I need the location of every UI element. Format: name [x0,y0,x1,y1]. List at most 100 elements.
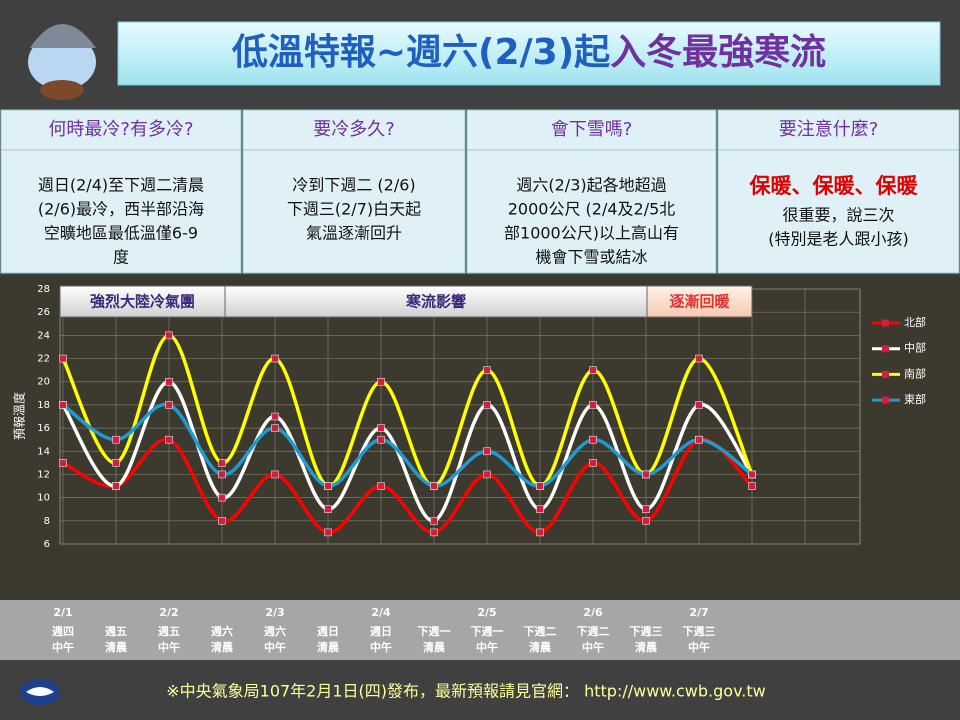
y-tick-label: 18 [37,400,50,411]
x-tick-label: 清晨 [211,640,234,654]
x-tick-label: 下週三 [630,624,663,638]
legend-label: 北部 [904,315,926,329]
point-marker [536,482,544,490]
panel-text: 度 [113,248,129,267]
logo [20,679,60,705]
y-tick-label: 8 [44,516,50,527]
y-tick-label: 12 [37,469,50,480]
panel-highlight: 保暖、保暖、保暖 [749,174,919,198]
point-marker [112,435,120,444]
x-tick-label: 2/7 [689,606,708,619]
panel-text: 2000公尺 (2/4及2/5北 [508,200,676,219]
x-tick-label: 2/1 [53,606,72,619]
x-tick-label: 2/5 [477,606,496,619]
point-marker [642,470,650,479]
point-marker [59,401,67,409]
x-tick-label: 下週一 [418,624,451,638]
point-marker [377,377,385,386]
y-tick-label: 20 [37,377,50,388]
panel-text: 很重要，說三次 [782,206,894,225]
point-marker [483,470,491,479]
x-tick-label: 中午 [688,640,710,654]
point-marker [59,459,67,467]
y-tick-label: 28 [37,284,50,295]
point-marker [165,377,173,386]
point-marker [165,331,173,340]
point-marker [112,482,120,490]
x-tick-label: 週日 [370,624,392,638]
point-marker [483,447,491,456]
panel-text: 下週三(2/7)白天起 [287,200,421,219]
chart-area [0,275,960,600]
x-tick-label: 週六 [264,624,286,638]
x-tick-label: 週五 [105,624,127,638]
point-marker [165,401,173,409]
series-line [61,333,754,488]
panel-heading: 會下雪嗎? [551,119,633,140]
phase-label: 寒流影響 [406,293,466,311]
point-marker [324,505,332,513]
x-tick-label: 週日 [317,624,339,638]
x-tick-label: 中午 [264,640,286,654]
y-tick-label: 26 [37,307,50,318]
panel-text: (2/6)最冷，西半部沿海 [38,200,204,219]
x-tick-label: 週四 [52,624,74,638]
point-marker [271,412,279,421]
point-marker [589,401,597,409]
x-tick-label: 週六 [211,624,233,638]
x-label-strip [0,600,960,660]
panel [0,109,242,274]
legend-label: 南部 [904,366,926,380]
point-marker [642,505,650,513]
series-line [61,402,754,488]
x-tick-label: 清晨 [317,640,340,654]
point-marker [695,435,703,444]
panel-text: 週六(2/3)起各地超過 [516,176,666,195]
legend-label: 東部 [904,392,926,406]
point-marker [324,482,332,490]
y-tick-label: 6 [44,539,50,550]
point-marker [642,517,650,525]
panel [242,109,466,274]
phase-label: 逐漸回暖 [669,293,730,311]
point-marker [536,528,544,537]
point-marker [483,366,491,374]
x-tick-label: 2/3 [265,606,284,619]
point-marker [271,470,279,479]
panel-text: 週日(2/4)至下週二清晨 [38,176,204,195]
panel-heading: 要注意什麼? [779,119,879,140]
y-tick-label: 14 [37,446,50,457]
point-marker [271,354,279,363]
point-marker [218,459,226,467]
x-tick-label: 中午 [582,640,604,654]
point-marker [748,482,756,490]
x-tick-label: 下週一 [471,624,504,638]
point-marker [59,354,67,363]
series-line [61,379,754,523]
x-tick-label: 清晨 [105,640,128,654]
point-marker [483,401,491,409]
x-tick-label: 中午 [476,640,498,654]
point-marker [377,435,385,444]
panel-text: 機會下雪或結冰 [535,248,647,267]
x-tick-label: 下週三 [683,624,716,638]
panel-text: 冷到下週二 (2/6) [292,176,415,195]
panel-heading: 要冷多久? [313,119,395,140]
point-marker [589,366,597,374]
panel-text: 空曠地區最低溫僅6-9 [44,224,198,243]
y-tick-label: 24 [37,330,50,341]
x-tick-label: 中午 [52,640,74,654]
legend-marker [882,319,889,327]
point-marker [218,493,226,502]
x-tick-label: 中午 [158,640,180,654]
y-tick-label: 10 [37,493,50,504]
panel [466,109,717,274]
x-tick-label: 2/6 [583,606,603,619]
point-marker [218,470,226,479]
x-tick-label: 下週二 [524,624,557,638]
point-marker [165,435,173,444]
point-marker [430,528,438,537]
title: 低溫特報~週六(2/3)起入冬最強寒流 [232,32,826,73]
legend-marker [882,396,889,404]
